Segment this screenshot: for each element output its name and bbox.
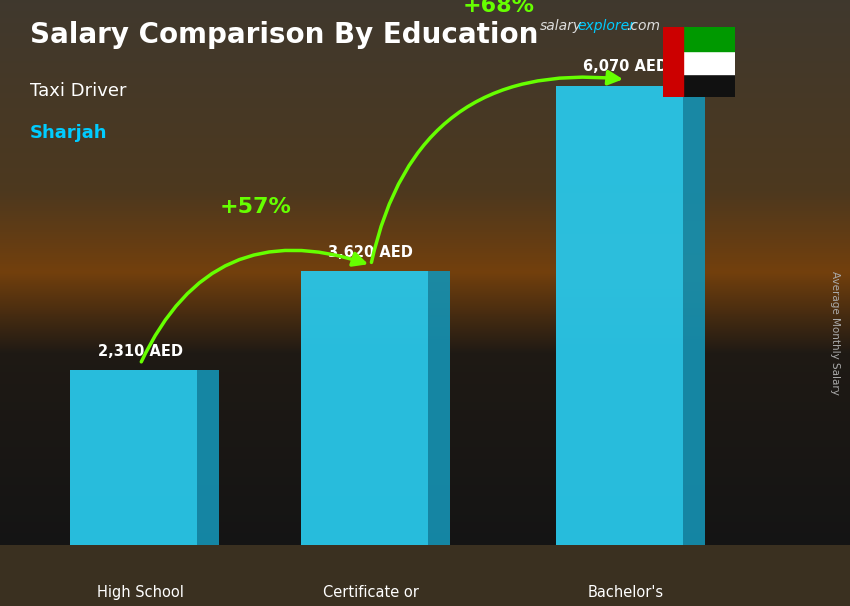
- Text: +57%: +57%: [219, 197, 292, 217]
- Text: 6,070 AED: 6,070 AED: [583, 59, 668, 75]
- Text: Taxi Driver: Taxi Driver: [30, 82, 127, 100]
- Bar: [663, 74, 735, 97]
- Bar: [663, 50, 735, 74]
- Text: Bachelor's
Degree: Bachelor's Degree: [588, 585, 664, 606]
- Text: +68%: +68%: [462, 0, 535, 16]
- Bar: [70, 370, 197, 545]
- Bar: [663, 27, 735, 50]
- Text: .com: .com: [626, 19, 660, 33]
- Text: 2,310 AED: 2,310 AED: [98, 344, 183, 359]
- Polygon shape: [428, 271, 450, 545]
- Text: explorer: explorer: [577, 19, 635, 33]
- Text: High School: High School: [97, 585, 184, 600]
- Polygon shape: [683, 85, 705, 545]
- Text: 3,620 AED: 3,620 AED: [328, 245, 413, 260]
- Text: Sharjah: Sharjah: [30, 124, 107, 142]
- Bar: [663, 27, 683, 97]
- Text: Average Monthly Salary: Average Monthly Salary: [830, 271, 840, 395]
- Polygon shape: [197, 370, 219, 545]
- Text: salary: salary: [540, 19, 582, 33]
- Text: Salary Comparison By Education: Salary Comparison By Education: [30, 21, 538, 49]
- Bar: [301, 271, 428, 545]
- Bar: [556, 85, 683, 545]
- Text: Certificate or
Diploma: Certificate or Diploma: [323, 585, 419, 606]
